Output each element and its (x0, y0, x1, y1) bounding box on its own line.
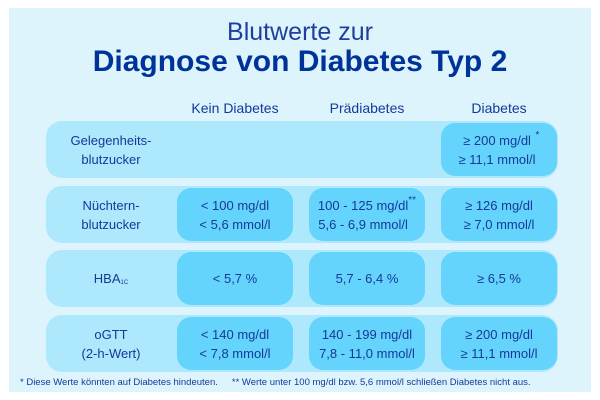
cell-kein-diabetes: < 100 mg/dl < 5,6 mmol/l (177, 188, 293, 241)
cell-praediabetes: 140 - 199 mg/dl 7,8 - 11,0 mmol/l (309, 317, 425, 370)
title-line-1: Blutwerte zur (227, 18, 373, 46)
column-header-kein-diabetes: Kein Diabetes (191, 100, 279, 116)
cell-value: 100 - 125 mg/dl 5,6 - 6,9 mmol/l (317, 197, 409, 232)
row-label: Gelegenheits- blutzucker (70, 132, 152, 167)
cell-kein-diabetes: < 5,7 % (177, 252, 293, 305)
cell-diabetes: ≥ 6,5 % (441, 252, 557, 305)
title-line-2: Diagnose von Diabetes Typ 2 (92, 45, 508, 78)
column-header-praediabetes: Prädiabetes (329, 100, 405, 116)
cell-value: ≥ 200 mg/dl ≥ 11,1 mmol/l (458, 132, 536, 167)
row-nuechternblutzucker: Nüchtern- blutzucker < 100 mg/dl < 5,6 m… (46, 186, 558, 243)
cell-praediabetes: 5,7 - 6,4 % (309, 252, 425, 305)
footnote-mark: ** (408, 195, 417, 206)
footnotes: * Diese Werte könnten auf Diabetes hinde… (20, 377, 531, 388)
row-ogtt: oGTT (2-h-Wert) < 140 mg/dl < 7,8 mmol/l… (46, 315, 558, 372)
footnote-1: * Diese Werte könnten auf Diabetes hinde… (20, 377, 218, 388)
cell-kein-diabetes: < 140 mg/dl < 7,8 mmol/l (177, 317, 293, 370)
footnote-mark: * (535, 130, 540, 141)
cell-praediabetes: 100 - 125 mg/dl 5,6 - 6,9 mmol/l ** (309, 188, 425, 241)
row-label: oGTT (2-h-Wert) (81, 326, 141, 361)
cell-diabetes: ≥ 126 mg/dl ≥ 7,0 mmol/l (441, 188, 557, 241)
cell-diabetes: ≥ 200 mg/dl ≥ 11,1 mmol/l * (441, 123, 557, 176)
row-gelegenheitsblutzucker: Gelegenheits- blutzucker ≥ 200 mg/dl ≥ 1… (46, 121, 558, 178)
row-label-text: HBA (93, 271, 121, 286)
row-label: Nüchtern- blutzucker (81, 197, 141, 232)
footnote-2: ** Werte unter 100 mg/dl bzw. 5,6 mmol/l… (231, 377, 531, 388)
cell-diabetes: ≥ 200 mg/dl ≥ 11,1 mmol/l (441, 317, 557, 370)
column-header-diabetes: Diabetes (471, 100, 527, 116)
row-label-subscript: 1C (120, 280, 129, 286)
row-hba1c: HBA 1C < 5,7 % 5,7 - 6,4 % ≥ 6,5 % (46, 250, 558, 307)
row-label: HBA 1C (46, 250, 176, 307)
